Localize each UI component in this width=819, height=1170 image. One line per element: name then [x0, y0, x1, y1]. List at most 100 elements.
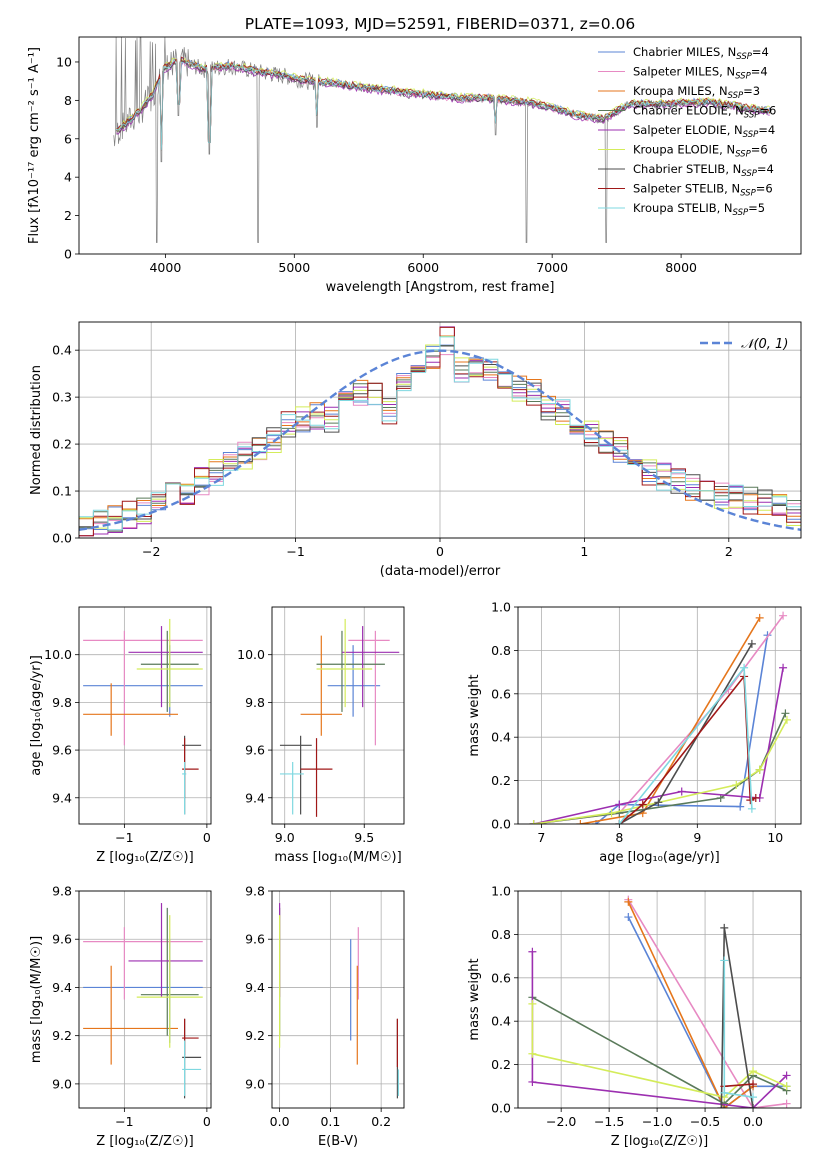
- x-axis-label: Z [log₁₀(Z/Z☉)]: [96, 1134, 193, 1149]
- axes-frame: [271, 890, 405, 1109]
- panel-mass_vs_EBV: 0.0 0.1 0.2 9.0 9.2 9.4 9.6 9.8 E(B-V): [245, 884, 405, 1149]
- weight-point: [717, 1104, 726, 1108]
- residual-histogram: [79, 336, 801, 531]
- legend-entry: Kroupa STELIB, NSSP=5: [633, 201, 765, 218]
- y-tick-label: 9.2: [245, 1028, 265, 1043]
- x-tick-label: 10: [767, 830, 783, 845]
- axes-frame: [78, 36, 802, 255]
- axes-frame: [78, 606, 212, 825]
- x-tick-label: 8: [615, 830, 623, 845]
- x-tick-label: 0.2: [371, 1114, 391, 1129]
- y-tick-label: 9.8: [52, 884, 72, 899]
- legend-label: Kroupa ELODIE, N: [633, 143, 735, 157]
- y-tick-label: 0.4: [491, 1014, 511, 1029]
- plot-area: [83, 903, 203, 1099]
- y-tick-label: 0.2: [52, 437, 72, 452]
- legend-count: =4: [758, 123, 775, 137]
- weight-point: [740, 663, 749, 672]
- legend-count: =6: [751, 143, 768, 157]
- plot-area: [83, 618, 203, 815]
- legend-subscript: SSP: [728, 91, 744, 101]
- weight-line: [627, 899, 787, 1108]
- y-tick-label: 9.8: [245, 695, 265, 710]
- weight-line: [532, 996, 787, 1105]
- y-tick-label: 9.4: [52, 790, 72, 805]
- y-axis-label: mass weight: [467, 958, 482, 1040]
- x-tick-label: 9.0: [275, 830, 295, 845]
- x-tick-label: 0.0: [743, 1114, 763, 1129]
- x-tick-label: 0.0: [270, 1114, 290, 1129]
- panel-spectrum: 4000 5000 6000 7000 8000 0 2 4 6 8 10 wavelength [A…: [27, 36, 802, 295]
- x-tick-label: 6000: [407, 260, 439, 275]
- model-spectrum-line: [116, 57, 770, 151]
- axes-frame: [78, 890, 212, 1109]
- x-tick-label: 0: [203, 830, 211, 845]
- weight-point: [624, 913, 633, 922]
- x-tick-label: 4000: [149, 260, 181, 275]
- y-tick-label: 8: [64, 93, 72, 108]
- plot-area: [279, 903, 400, 1099]
- weight-point: [528, 1049, 537, 1058]
- legend-count: =6: [756, 182, 773, 196]
- model-spectrum-line: [116, 59, 771, 151]
- legend-subscript: SSP: [740, 189, 756, 199]
- weight-point: [720, 1088, 729, 1097]
- panel-age_vs_Z: −1 0 9.4 9.6 9.8 10.0 Z [log₁₀(Z/Z☉)] age [log₁…: [29, 606, 212, 865]
- legend-entry: 𝒩(0, 1): [741, 337, 788, 352]
- normal-curve: [79, 349, 801, 531]
- x-tick-label: −1: [115, 1114, 133, 1129]
- y-axis-label: Flux [fλ10⁻¹⁷ erg cm⁻² s⁻¹ A⁻¹]: [27, 47, 42, 244]
- x-tick-label: 8000: [665, 260, 697, 275]
- plot-area: [279, 618, 400, 817]
- legend-count: =3: [743, 84, 760, 98]
- y-tick-label: 0.0: [491, 817, 511, 832]
- weight-point: [749, 1104, 758, 1108]
- y-tick-label: 1.0: [491, 600, 511, 615]
- weight-point: [529, 820, 538, 824]
- y-tick-label: 10: [56, 54, 72, 69]
- x-tick-label: 0.1: [320, 1114, 340, 1129]
- weight-point: [615, 800, 624, 809]
- y-tick-label: 9.0: [52, 1076, 72, 1091]
- weight-point: [732, 780, 741, 789]
- legend-entry: Salpeter ELODIE, NSSP=4: [633, 123, 775, 140]
- panel-weight_vs_Z: −2.0 −1.5 −1.0 −0.5 0.0 0.0 0.2 0.4 0.6 0.8 1.0 Z […: [467, 884, 802, 1149]
- y-axis-label: mass [log₁₀(M/M☉)]: [29, 936, 44, 1063]
- legend-label: Kroupa MILES, N: [633, 84, 728, 98]
- y-tick-label: 0.0: [491, 1101, 511, 1116]
- weight-point: [624, 897, 633, 906]
- legend-count: =4: [752, 45, 769, 59]
- y-tick-label: 0.1: [52, 484, 72, 499]
- x-tick-label: −0.5: [690, 1114, 720, 1129]
- y-tick-label: 9.6: [52, 932, 72, 947]
- y-tick-label: 0.4: [52, 343, 72, 358]
- x-axis-label: (data-model)/error: [380, 564, 501, 579]
- weight-point: [615, 820, 624, 824]
- weight-point: [528, 947, 537, 956]
- legend: 𝒩(0, 1): [700, 337, 788, 352]
- weight-point: [720, 923, 729, 932]
- weight-point: [782, 1082, 791, 1091]
- axes-frame: [78, 321, 802, 539]
- y-tick-label: 0.6: [491, 686, 511, 701]
- x-tick-label: 1: [580, 544, 588, 559]
- y-tick-label: 0.0: [52, 531, 72, 546]
- y-tick-label: 9.8: [245, 884, 265, 899]
- y-tick-label: 0.8: [491, 643, 511, 658]
- y-tick-label: 9.6: [52, 743, 72, 758]
- y-tick-label: 10.0: [44, 647, 72, 662]
- legend-entry: Chabrier STELIB, NSSP=4: [633, 162, 774, 179]
- legend-subscript: SSP: [741, 169, 757, 179]
- x-tick-label: 9.5: [354, 830, 374, 845]
- legend-label: Salpeter STELIB, N: [633, 182, 740, 196]
- x-axis-label: Z [log₁₀(Z/Z☉)]: [96, 850, 193, 865]
- x-tick-label: 0: [203, 1114, 211, 1129]
- axes-frame: [517, 890, 802, 1109]
- weight-point: [749, 1093, 758, 1102]
- y-tick-label: 6: [64, 131, 72, 146]
- weight-point: [736, 802, 745, 811]
- weight-point: [782, 715, 791, 724]
- x-axis-label: Z [log₁₀(Z/Z☉)]: [611, 1134, 708, 1149]
- panel-age_vs_mass: 9.0 9.5 9.4 9.6 9.8 10.0 mass [log₁₀(M/M☉)]: [237, 606, 405, 865]
